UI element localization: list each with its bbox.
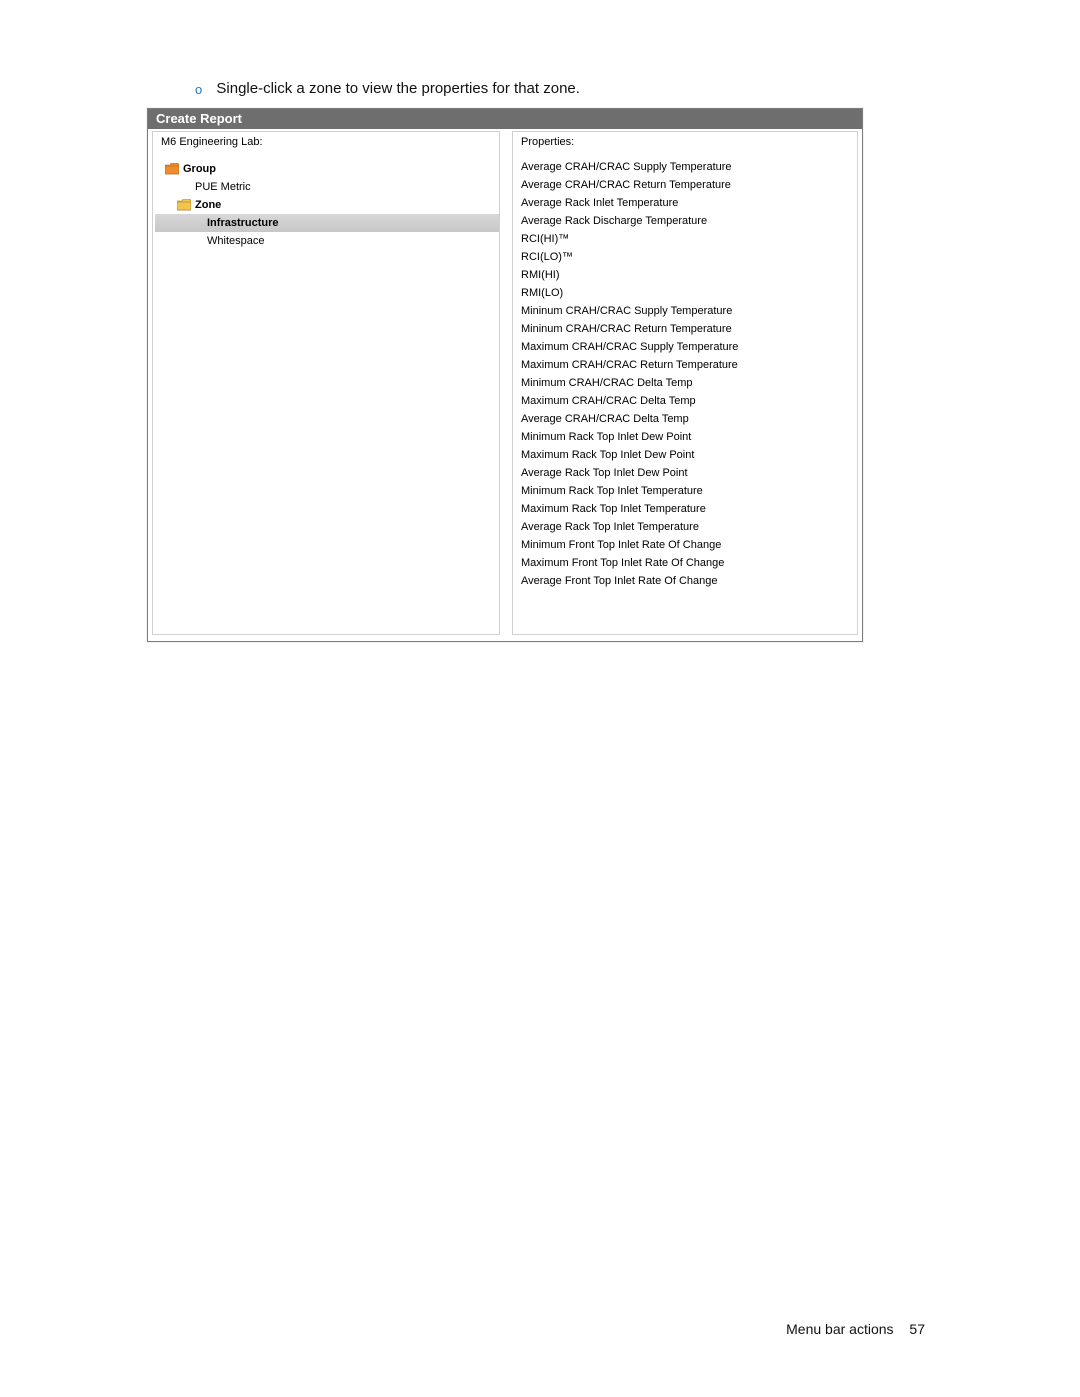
property-item[interactable]: Minimum Rack Top Inlet Dew Point [515, 428, 857, 446]
properties-list: Average CRAH/CRAC Supply TemperatureAver… [513, 154, 857, 590]
dialog-body: M6 Engineering Lab: Group PUE Metric Zone I… [148, 129, 862, 641]
property-item[interactable]: RCI(LO)™ [515, 248, 857, 266]
spacer-icon [189, 217, 203, 229]
property-item[interactable]: Average CRAH/CRAC Return Temperature [515, 176, 857, 194]
left-pane-header: M6 Engineering Lab: [153, 132, 499, 154]
property-item[interactable]: Minimum CRAH/CRAC Delta Temp [515, 374, 857, 392]
dialog-title: Create Report [156, 111, 242, 126]
property-item[interactable]: Average Front Top Inlet Rate Of Change [515, 572, 857, 590]
tree-item-label: Zone [195, 199, 221, 211]
tree-item-zone[interactable]: Zone [155, 196, 499, 214]
spacer-icon [189, 235, 203, 247]
dialog-titlebar: Create Report [148, 109, 862, 129]
document-page: o Single-click a zone to view the proper… [0, 0, 1080, 1397]
instruction-text: Single-click a zone to view the properti… [216, 80, 580, 97]
property-item[interactable]: Maximum Rack Top Inlet Temperature [515, 500, 857, 518]
tree-view: Group PUE Metric Zone Infrastructure Whitesp… [153, 154, 499, 250]
tree-item-label: Whitespace [207, 235, 264, 247]
property-item[interactable]: Maximum CRAH/CRAC Return Temperature [515, 356, 857, 374]
property-item[interactable]: Mininum CRAH/CRAC Return Temperature [515, 320, 857, 338]
create-report-dialog: Create Report M6 Engineering Lab: Group P… [147, 108, 863, 642]
property-item[interactable]: Average CRAH/CRAC Supply Temperature [515, 158, 857, 176]
tree-item-pue-metric[interactable]: PUE Metric [155, 178, 499, 196]
property-item[interactable]: RMI(LO) [515, 284, 857, 302]
property-item[interactable]: Average CRAH/CRAC Delta Temp [515, 410, 857, 428]
spacer-icon [177, 181, 191, 193]
instruction-line: o Single-click a zone to view the proper… [195, 80, 580, 97]
tree-item-whitespace[interactable]: Whitespace [155, 232, 499, 250]
tree-item-infrastructure[interactable]: Infrastructure [155, 214, 499, 232]
tree-item-label: PUE Metric [195, 181, 251, 193]
folder-icon [165, 163, 179, 175]
folder-icon [177, 199, 191, 211]
property-item[interactable]: Maximum CRAH/CRAC Supply Temperature [515, 338, 857, 356]
property-item[interactable]: Minimum Rack Top Inlet Temperature [515, 482, 857, 500]
property-item[interactable]: Maximum Rack Top Inlet Dew Point [515, 446, 857, 464]
right-pane: Properties: Average CRAH/CRAC Supply Tem… [512, 131, 858, 635]
property-item[interactable]: Maximum Front Top Inlet Rate Of Change [515, 554, 857, 572]
property-item[interactable]: RCI(HI)™ [515, 230, 857, 248]
page-footer: Menu bar actions 57 [786, 1321, 925, 1337]
property-item[interactable]: Mininum CRAH/CRAC Supply Temperature [515, 302, 857, 320]
property-item[interactable]: RMI(HI) [515, 266, 857, 284]
footer-page-number: 57 [909, 1321, 925, 1337]
tree-item-label: Infrastructure [207, 217, 279, 229]
tree-item-label: Group [183, 163, 216, 175]
left-pane: M6 Engineering Lab: Group PUE Metric Zone I… [152, 131, 500, 635]
tree-item-group[interactable]: Group [155, 160, 499, 178]
property-item[interactable]: Average Rack Inlet Temperature [515, 194, 857, 212]
property-item[interactable]: Maximum CRAH/CRAC Delta Temp [515, 392, 857, 410]
property-item[interactable]: Average Rack Top Inlet Dew Point [515, 464, 857, 482]
bullet-marker: o [195, 82, 202, 97]
right-pane-header: Properties: [513, 132, 857, 154]
footer-section: Menu bar actions [786, 1321, 893, 1337]
property-item[interactable]: Average Rack Discharge Temperature [515, 212, 857, 230]
property-item[interactable]: Minimum Front Top Inlet Rate Of Change [515, 536, 857, 554]
property-item[interactable]: Average Rack Top Inlet Temperature [515, 518, 857, 536]
